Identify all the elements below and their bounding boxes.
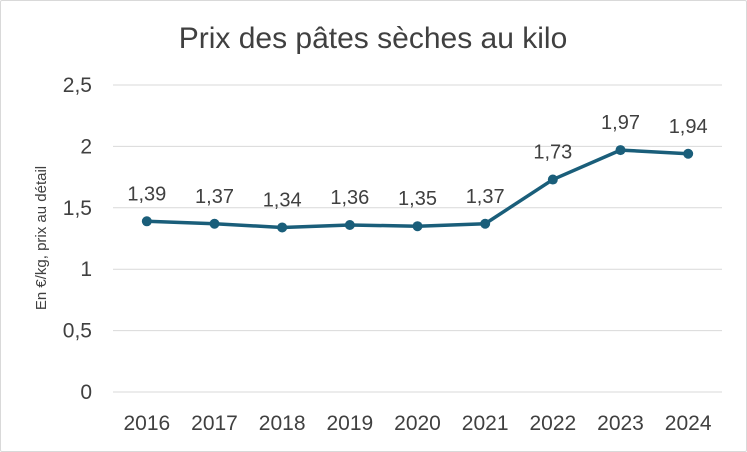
data-label: 1,34 [263, 189, 302, 211]
data-point [615, 145, 626, 156]
data-label: 1,37 [195, 186, 234, 208]
y-tick-label: 1 [80, 258, 92, 281]
gridlines [113, 84, 722, 393]
x-tick-label: 2021 [462, 412, 509, 435]
data-label: 1,35 [398, 188, 437, 210]
data-label: 1,36 [330, 187, 369, 209]
data-point [209, 218, 220, 229]
y-tick-label: 2 [80, 135, 92, 158]
data-point [344, 219, 355, 230]
data-point [683, 148, 694, 159]
y-tick-label: 1,5 [63, 197, 92, 220]
x-tick-label: 2019 [326, 412, 373, 435]
x-tick-label: 2016 [123, 412, 170, 435]
x-tick-label: 2020 [394, 412, 441, 435]
x-tick-label: 2017 [191, 412, 238, 435]
y-tick-label: 0,5 [63, 320, 92, 343]
y-axis-ticks: 0 0,5 1 1,5 2 2,5 [63, 74, 92, 404]
x-tick-label: 2022 [529, 412, 576, 435]
data-label: 1,94 [669, 116, 708, 138]
y-tick-label: 2,5 [63, 74, 92, 97]
series [141, 145, 694, 233]
chart-title: Prix des pâtes sèches au kilo [179, 22, 568, 55]
data-point [277, 222, 288, 233]
data-point [141, 216, 152, 227]
x-axis-ticks: 2016 2017 2018 2019 2020 2021 2022 2023 2024 [123, 412, 711, 435]
x-tick-label: 2018 [259, 412, 306, 435]
data-label: 1,73 [533, 142, 572, 164]
y-tick-label: 0 [80, 381, 92, 404]
data-labels: 1,39 1,37 1,34 1,36 1,35 1,37 1,73 1,97 1,94 [127, 112, 707, 211]
data-point [412, 221, 423, 232]
x-tick-label: 2024 [665, 412, 712, 435]
data-point [547, 174, 558, 185]
x-tick-label: 2023 [597, 412, 644, 435]
data-point [480, 218, 491, 229]
y-axis-label: En €/kg, prix au détail [33, 166, 50, 310]
data-label: 1,37 [466, 186, 505, 208]
data-label: 1,39 [127, 183, 166, 205]
data-label: 1,97 [601, 112, 640, 134]
